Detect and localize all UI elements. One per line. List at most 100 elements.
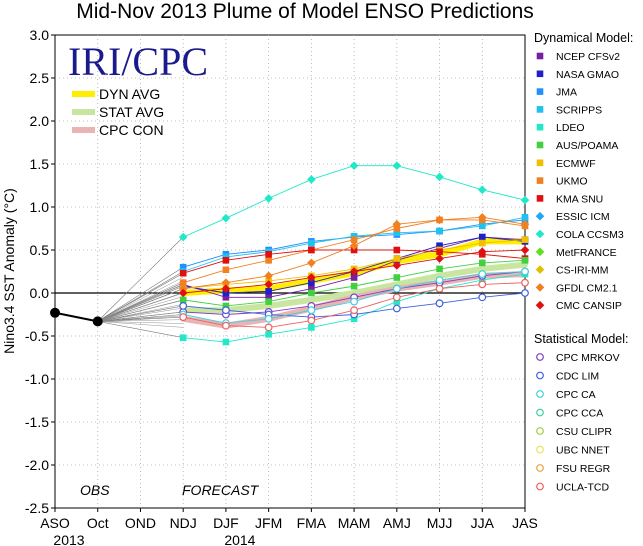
data-point-square [265,251,272,258]
data-point-square [179,263,187,271]
obs-label: OBS [80,482,110,498]
fan-line [97,272,184,322]
fan-line [97,305,184,322]
data-point-circle [179,313,188,321]
data-point-diamond [520,195,530,205]
forecast-fan-lines [97,236,184,339]
data-point-square [478,276,486,284]
fan-line [97,284,184,322]
legend-item: CPC CCA [556,408,603,420]
y-tick-labels: 3.0 2.5 2.0 1.5 1.0 0.5 0.0 -0.5 -1.0 -1.5 -2.0 -2.… [25,27,49,516]
data-point-square [308,324,315,331]
data-point-square [536,88,544,95]
x-tick-label: DJF [213,515,239,531]
data-point-circle [536,482,544,491]
data-point-circle [350,297,358,306]
fan-line [97,311,184,322]
data-point-circle [392,304,401,313]
legend-item: CPC CA [556,389,596,401]
legend-item: SCRIPPS [556,104,602,116]
year-label: 2014 [224,532,255,546]
data-point-diamond [392,161,402,171]
data-point-square [536,141,544,149]
data-point-square [536,52,544,60]
x-tick-label: NDJ [170,515,197,531]
data-point-square [222,253,230,261]
data-point-square [536,70,544,78]
data-point-diamond [535,283,545,292]
data-point-diamond [264,271,273,281]
data-point-circle [435,299,444,308]
data-point-square [536,195,544,202]
data-point-circle [264,323,273,332]
y-axis-label: Nino3.4 SST Anomaly (°C) [1,188,17,354]
data-point-square [350,274,358,281]
legend-item: JMA [556,87,577,99]
x-tick-labels: ASO Oct OND NDJ DJF JFM FMA MAM AMJ MJJ JJA JAS 2013… [40,515,538,546]
forecast-label: FORECAST [182,482,260,498]
y-tick-label: 1.0 [30,199,50,215]
legend-item: CSU CLIPR [556,426,612,438]
data-point-square [265,294,272,301]
data-point-diamond [535,229,545,239]
data-point-square [222,338,230,346]
model-line [182,165,526,238]
data-point-square [436,227,443,235]
data-point-circle [307,316,316,325]
data-point-diamond [349,161,359,171]
fan-line [97,280,184,322]
data-point-diamond [221,278,231,287]
fan-line [97,319,184,322]
fan-line [97,236,184,322]
fan-line [97,292,184,322]
data-point-circle [521,289,529,297]
data-point-square [536,106,544,113]
y-tick-label: -2.5 [25,500,49,516]
data-point-square [350,282,358,290]
y-tick-label: -2.0 [25,457,49,473]
logo-text: IRI/CPC [68,39,208,84]
data-point-circle [435,284,444,293]
legend-item: CPC MRKOV [556,352,620,364]
average-legend-label: CPC CON [99,122,164,138]
data-point-diamond [477,185,487,195]
legend-item: CMC CANSIP [556,300,622,312]
data-point-diamond [435,254,444,263]
data-point-square [265,298,272,305]
fan-line [97,321,184,339]
data-point-circle [179,302,188,310]
average-legend-label: STAT AVG [99,104,164,120]
average-line [180,261,528,314]
data-point-square [265,287,272,295]
legend-item: NASA GMAO [556,69,619,81]
data-point-diamond [349,241,359,250]
data-point-square [179,269,187,277]
data-point-circle [307,306,316,315]
legend-item: LDEO [556,122,585,134]
data-point-square [478,259,486,267]
data-point-circle [222,306,230,315]
y-tick-label: -0.5 [25,328,49,344]
fan-line [97,296,184,322]
data-point-square [265,257,272,264]
data-point-diamond [435,172,444,182]
legend-item: UBC NNET [556,445,610,457]
y-tick-label: -1.5 [25,414,49,430]
data-point-square [308,239,315,247]
data-point-square [222,266,230,274]
x-tick-label: ASO [40,515,70,531]
x-tick-label: Oct [87,515,109,531]
data-point-square [179,296,187,304]
data-point-square [393,298,401,305]
data-point-diamond [520,245,530,255]
average-legend-label: DYN AVG [99,86,160,102]
fan-line [97,321,184,328]
fan-line [97,266,184,322]
data-point-diamond [349,267,359,276]
data-point-circle [478,280,487,289]
data-point-square [436,248,443,256]
legend-item: FSU REGR [556,463,611,475]
fan-line [97,282,184,322]
y-tick-label: 1.5 [30,156,50,172]
year-label: 2013 [53,532,84,546]
